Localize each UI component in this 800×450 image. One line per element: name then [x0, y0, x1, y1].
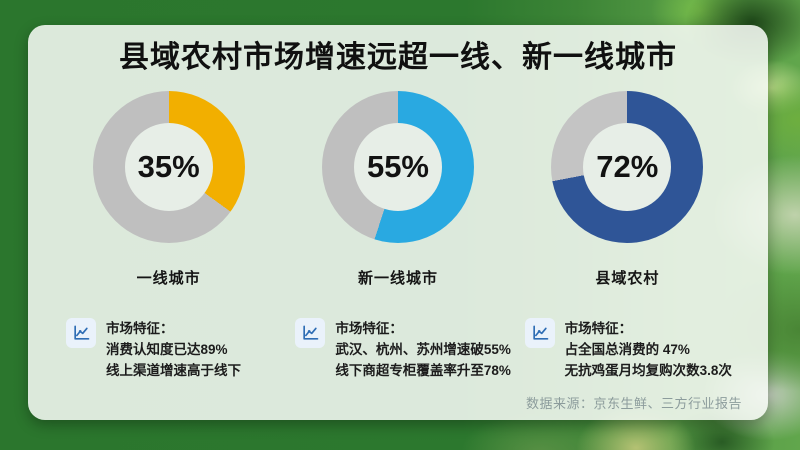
chart-column-newtier1: 55% 新一线城市 市场特征： 武汉、杭州、苏州增速破55% 线下商超专柜覆盖率… — [283, 91, 512, 381]
feature-line: 线上渠道增速高于线下 — [106, 363, 241, 378]
donut-chart-newtier1: 55% — [321, 91, 474, 243]
feature-text: 市场特征： 消费认知度已达89% 线上渠道增速高于线下 — [106, 318, 241, 381]
feature-title: 市场特征： — [106, 321, 174, 336]
chart-label: 新一线城市 — [357, 270, 438, 287]
line-chart-icon — [66, 318, 96, 348]
feature-line: 无抗鸡蛋月均复购次数3.8次 — [564, 363, 732, 378]
feature-line: 线下商超专柜覆盖率升至78% — [335, 363, 511, 378]
chart-column-county: 72% 县域农村 市场特征： 占全国总消费的 47% 无抗鸡蛋月均复购次数3.8… — [513, 91, 742, 381]
donut-chart-county: 72% — [551, 91, 704, 243]
donut-chart-tier1: 35% — [92, 91, 245, 243]
feature-title: 市场特征： — [564, 321, 633, 336]
chart-column-tier1: 35% 一线城市 市场特征： 消费认知度已达89% 线上渠道增速高于线下 — [54, 91, 283, 381]
feature-text: 市场特征： 武汉、杭州、苏州增速破55% 线下商超专柜覆盖率升至78% — [335, 318, 511, 381]
data-source: 数据来源：京东生鲜、三方行业报告 — [525, 396, 742, 411]
chart-label: 一线城市 — [136, 270, 201, 287]
feature-block: 市场特征： 武汉、杭州、苏州增速破55% 线下商超专柜覆盖率升至78% — [283, 318, 512, 381]
line-chart-icon — [524, 318, 555, 348]
feature-title: 市场特征： — [335, 321, 403, 336]
feature-text: 市场特征： 占全国总消费的 47% 无抗鸡蛋月均复购次数3.8次 — [565, 318, 732, 381]
feature-block: 市场特征： 占全国总消费的 47% 无抗鸡蛋月均复购次数3.8次 — [513, 318, 742, 381]
line-chart-icon — [295, 318, 326, 348]
donut-value: 55% — [366, 149, 429, 184]
feature-line: 消费认知度已达89% — [106, 342, 228, 357]
feature-line: 武汉、杭州、苏州增速破55% — [335, 342, 511, 357]
content-card: 县域农村市场增速远超一线、新一线城市 35% 一线城市 市场特征： 消费认知度已… — [28, 25, 768, 420]
feature-line: 占全国总消费的 47% — [564, 342, 690, 357]
donut-value: 35% — [137, 149, 200, 184]
slide-title: 县域农村市场增速远超一线、新一线城市 — [119, 41, 677, 74]
chart-label: 县域农村 — [595, 270, 660, 287]
feature-block: 市场特征： 消费认知度已达89% 线上渠道增速高于线下 — [54, 318, 283, 381]
charts-row: 35% 一线城市 市场特征： 消费认知度已达89% 线上渠道增速高于线下 — [54, 91, 742, 381]
donut-value: 72% — [596, 149, 659, 184]
